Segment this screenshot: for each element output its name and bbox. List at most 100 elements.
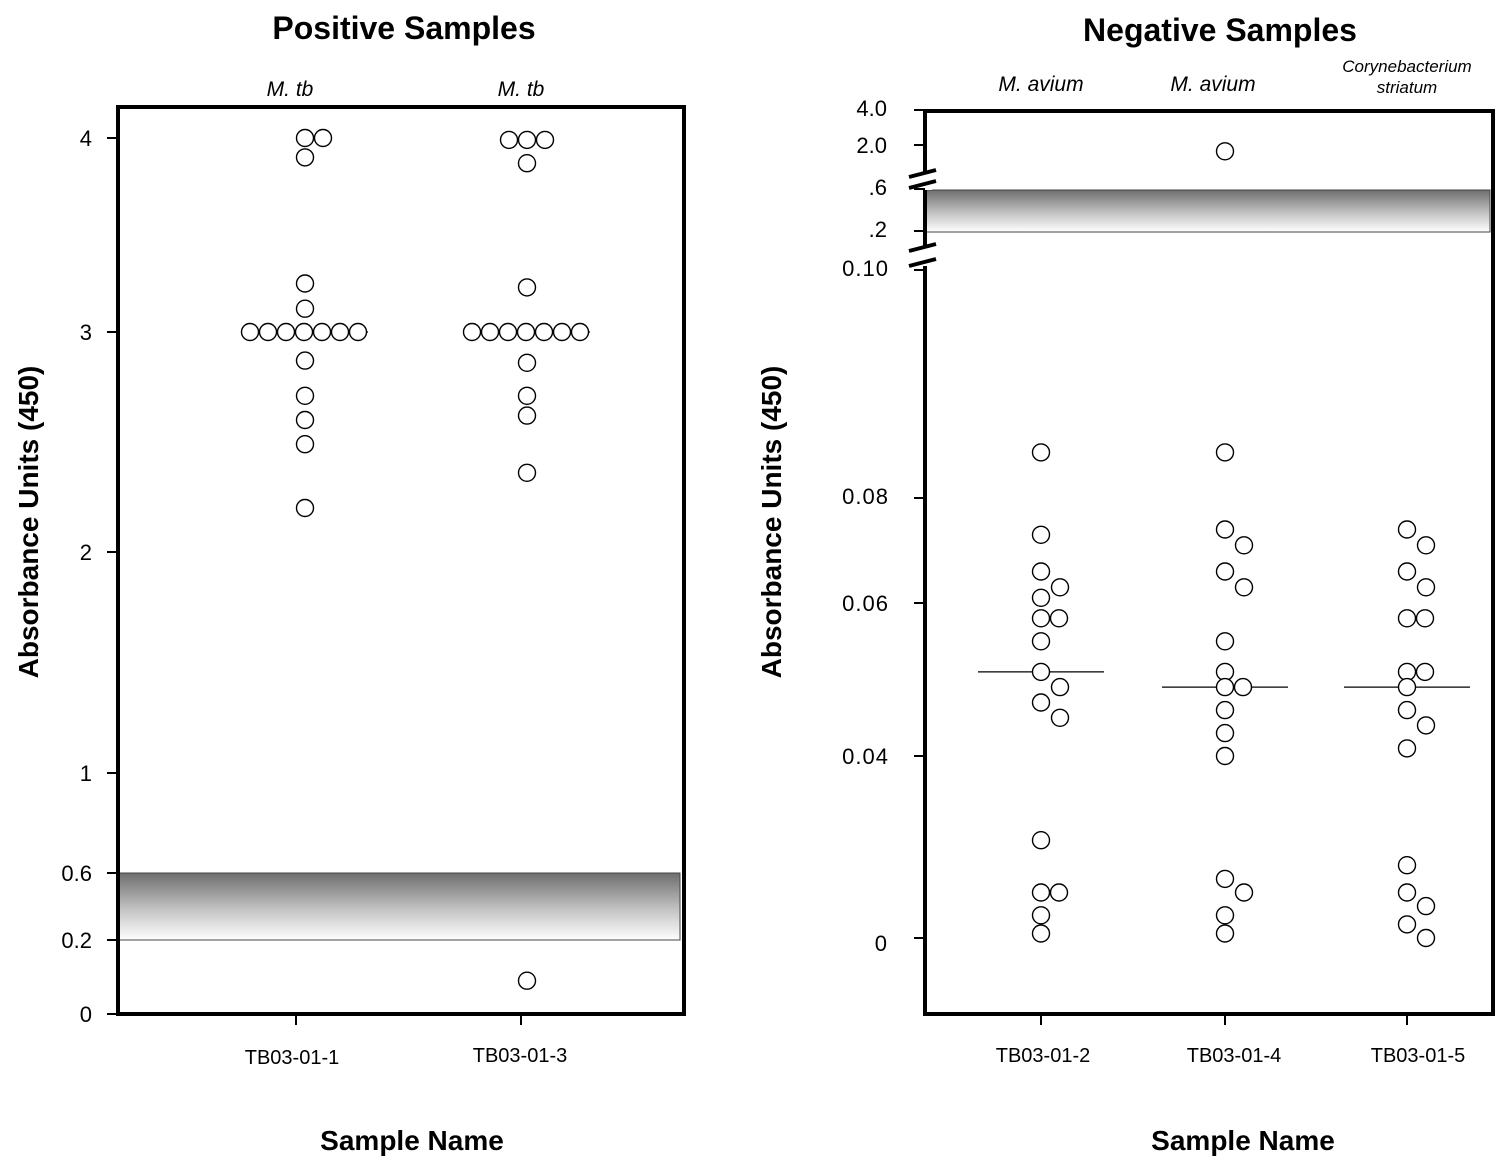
x-category-label: TB03-01-5 — [1371, 1045, 1466, 1067]
data-point — [1215, 142, 1235, 161]
y-tick-label: 3 — [80, 320, 92, 345]
data-point — [517, 406, 537, 425]
data-point — [1415, 609, 1435, 628]
plot-frame-positive — [116, 105, 686, 1016]
data-point — [552, 322, 572, 342]
y-tick-label: 0.6 — [61, 861, 92, 886]
y-tick-label: 1 — [80, 761, 92, 786]
negative-samples-panel: Negative Samples Absorbance Units (450) … — [756, 12, 1495, 1156]
axis-break-slash — [908, 168, 937, 179]
data-point — [1397, 662, 1417, 682]
data-point — [240, 322, 260, 342]
cutoff-band-negative — [925, 189, 1491, 233]
axis-break-slash — [908, 242, 937, 253]
data-point — [1049, 609, 1069, 628]
data-point — [1031, 525, 1051, 544]
data-point — [1215, 869, 1235, 889]
data-point — [1031, 924, 1051, 943]
x-category-label: TB03-01-2 — [996, 1045, 1091, 1067]
data-point — [517, 353, 537, 372]
data-point — [1031, 906, 1051, 925]
y-tick-label: 0.04 — [842, 744, 889, 769]
data-point — [1215, 662, 1235, 682]
data-point — [1215, 746, 1235, 766]
data-points-positive — [240, 128, 590, 990]
data-point — [1031, 883, 1051, 902]
data-point — [517, 971, 537, 990]
y-tick-label: .6 — [869, 175, 887, 200]
data-point — [1416, 578, 1436, 597]
data-point — [1215, 700, 1235, 720]
y-tick-label: .2 — [869, 217, 887, 242]
data-point — [1215, 562, 1235, 581]
organism-label: M. tb — [267, 78, 314, 101]
data-point — [517, 386, 537, 405]
y-axis-label-negative: Absorbance Units (450) — [756, 366, 787, 679]
x-axis-ticks-negative: TB03-01-2 TB03-01-4 TB03-01-5 — [996, 1014, 1466, 1067]
positive-samples-panel: Positive Samples Absorbance Units (450) … — [13, 10, 686, 1156]
y-tick-label: 0.2 — [61, 928, 92, 953]
data-point — [1397, 856, 1417, 875]
x-axis-label-negative: Sample Name — [1151, 1125, 1335, 1156]
data-point — [313, 128, 333, 148]
data-point — [1050, 578, 1070, 597]
data-point — [1031, 562, 1051, 581]
data-point — [1234, 578, 1254, 597]
data-point — [295, 128, 315, 148]
data-point — [1234, 536, 1254, 555]
organism-label-line1: Corynebacterium — [1342, 57, 1471, 76]
data-point — [499, 130, 519, 150]
data-point — [1215, 443, 1235, 462]
y-tick-label: 2 — [80, 540, 92, 565]
data-point — [1031, 831, 1051, 850]
data-point — [1031, 588, 1051, 607]
data-point — [348, 322, 368, 342]
data-point — [1397, 520, 1417, 539]
y-tick-label: 0.06 — [842, 591, 889, 616]
chart-title-negative: Negative Samples — [1083, 12, 1357, 48]
cutoff-band-positive — [117, 872, 681, 941]
x-axis-ticks-positive: TB03-01-1 TB03-01-3 M. tb M. tb — [245, 78, 568, 1069]
y-tick-label: 0.08 — [842, 484, 889, 509]
data-point — [295, 274, 315, 293]
organism-label: M. avium — [998, 73, 1083, 96]
organism-label-line2: striatum — [1377, 78, 1437, 97]
data-point — [1050, 677, 1070, 697]
data-point — [295, 299, 315, 318]
data-point — [1050, 708, 1070, 727]
data-point — [258, 322, 278, 342]
plot-frame-negative — [923, 109, 1495, 1016]
data-point — [1416, 896, 1436, 916]
data-point — [517, 463, 537, 482]
data-points-negative — [978, 142, 1470, 948]
data-point — [295, 351, 315, 370]
axis-break-slash — [908, 179, 937, 190]
data-point — [295, 435, 315, 454]
data-point — [480, 322, 500, 342]
y-tick-label: 0 — [875, 931, 888, 956]
y-axis-ticks-negative: 4.0 2.0 .6 .2 0.10 0.08 0.06 0.04 0 — [842, 96, 925, 956]
data-point — [294, 322, 314, 342]
data-point — [516, 322, 536, 342]
data-point — [517, 153, 537, 173]
data-point — [276, 322, 296, 342]
data-point — [1416, 928, 1436, 948]
data-point — [1415, 662, 1435, 682]
y-tick-label: 4 — [80, 126, 92, 151]
y-tick-label: 4.0 — [856, 96, 887, 121]
data-point — [1397, 739, 1417, 758]
data-point — [1215, 677, 1235, 697]
data-point — [1397, 609, 1417, 628]
data-point — [1031, 693, 1051, 712]
data-point — [1031, 662, 1051, 682]
axis-break-marks — [908, 168, 937, 268]
x-category-label: TB03-01-3 — [473, 1045, 568, 1067]
data-point — [1416, 716, 1436, 735]
x-axis-label-positive: Sample Name — [320, 1125, 504, 1156]
data-point — [1397, 562, 1417, 581]
data-point — [534, 322, 554, 342]
data-point — [1397, 700, 1417, 720]
data-point — [295, 410, 315, 430]
chart-title-positive: Positive Samples — [272, 10, 535, 46]
